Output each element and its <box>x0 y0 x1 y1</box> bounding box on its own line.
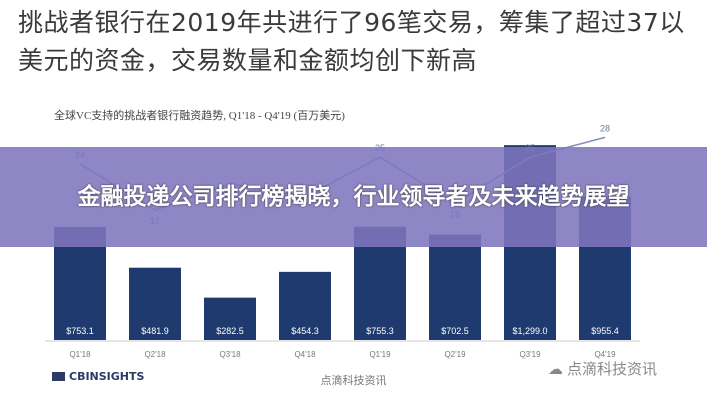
center-watermark: 点滴科技资讯 <box>320 375 387 387</box>
watermark-text: 点滴科技资讯 <box>567 360 658 378</box>
watermark: ☁ 点滴科技资讯 <box>548 358 657 379</box>
bar-label: $955.4 <box>591 326 619 336</box>
banner-title: 金融投递公司排行榜揭晓，行业领导者及未来趋势展望 <box>77 184 630 210</box>
bar-label: $454.3 <box>291 326 319 336</box>
bar-label: $702.5 <box>441 326 469 336</box>
chart-title: 全球VC支持的挑战者银行融资趋势, Q1'18 - Q4'19 (百万美元) <box>54 110 345 122</box>
x-tick-label: Q3'18 <box>219 350 241 359</box>
x-tick-label: Q1'19 <box>369 350 391 359</box>
x-tick-label: Q4'18 <box>294 350 316 359</box>
bar-label: $282.5 <box>216 326 244 336</box>
x-tick-label: Q3'19 <box>519 350 541 359</box>
line-label: 28 <box>600 123 610 133</box>
x-tick-label: Q1'18 <box>69 350 91 359</box>
x-tick-label: Q4'19 <box>594 350 616 359</box>
x-tick-label: Q2'19 <box>444 350 466 359</box>
bar <box>279 271 331 340</box>
bar <box>204 297 256 340</box>
bar-label: $753.1 <box>66 326 94 336</box>
bar-label: $481.9 <box>141 326 169 336</box>
wechat-icon: ☁ <box>548 359 563 378</box>
logo-text: CBINSIGHTS <box>69 370 145 383</box>
bar <box>429 234 481 340</box>
bar-label: $1,299.0 <box>512 326 547 336</box>
cbinsights-logo: CBINSIGHTS <box>52 370 144 383</box>
headline: 挑战者银行在2019年共进行了96笔交易，筹集了超过37以美元的资金，交易数量和… <box>18 8 685 75</box>
bar-label: $755.3 <box>366 326 394 336</box>
bar <box>129 267 181 340</box>
banner: 金融投递公司排行榜揭晓，行业领导者及未来趋势展望 <box>0 147 707 247</box>
logo-icon <box>52 372 65 381</box>
x-tick-label: Q2'18 <box>144 350 166 359</box>
